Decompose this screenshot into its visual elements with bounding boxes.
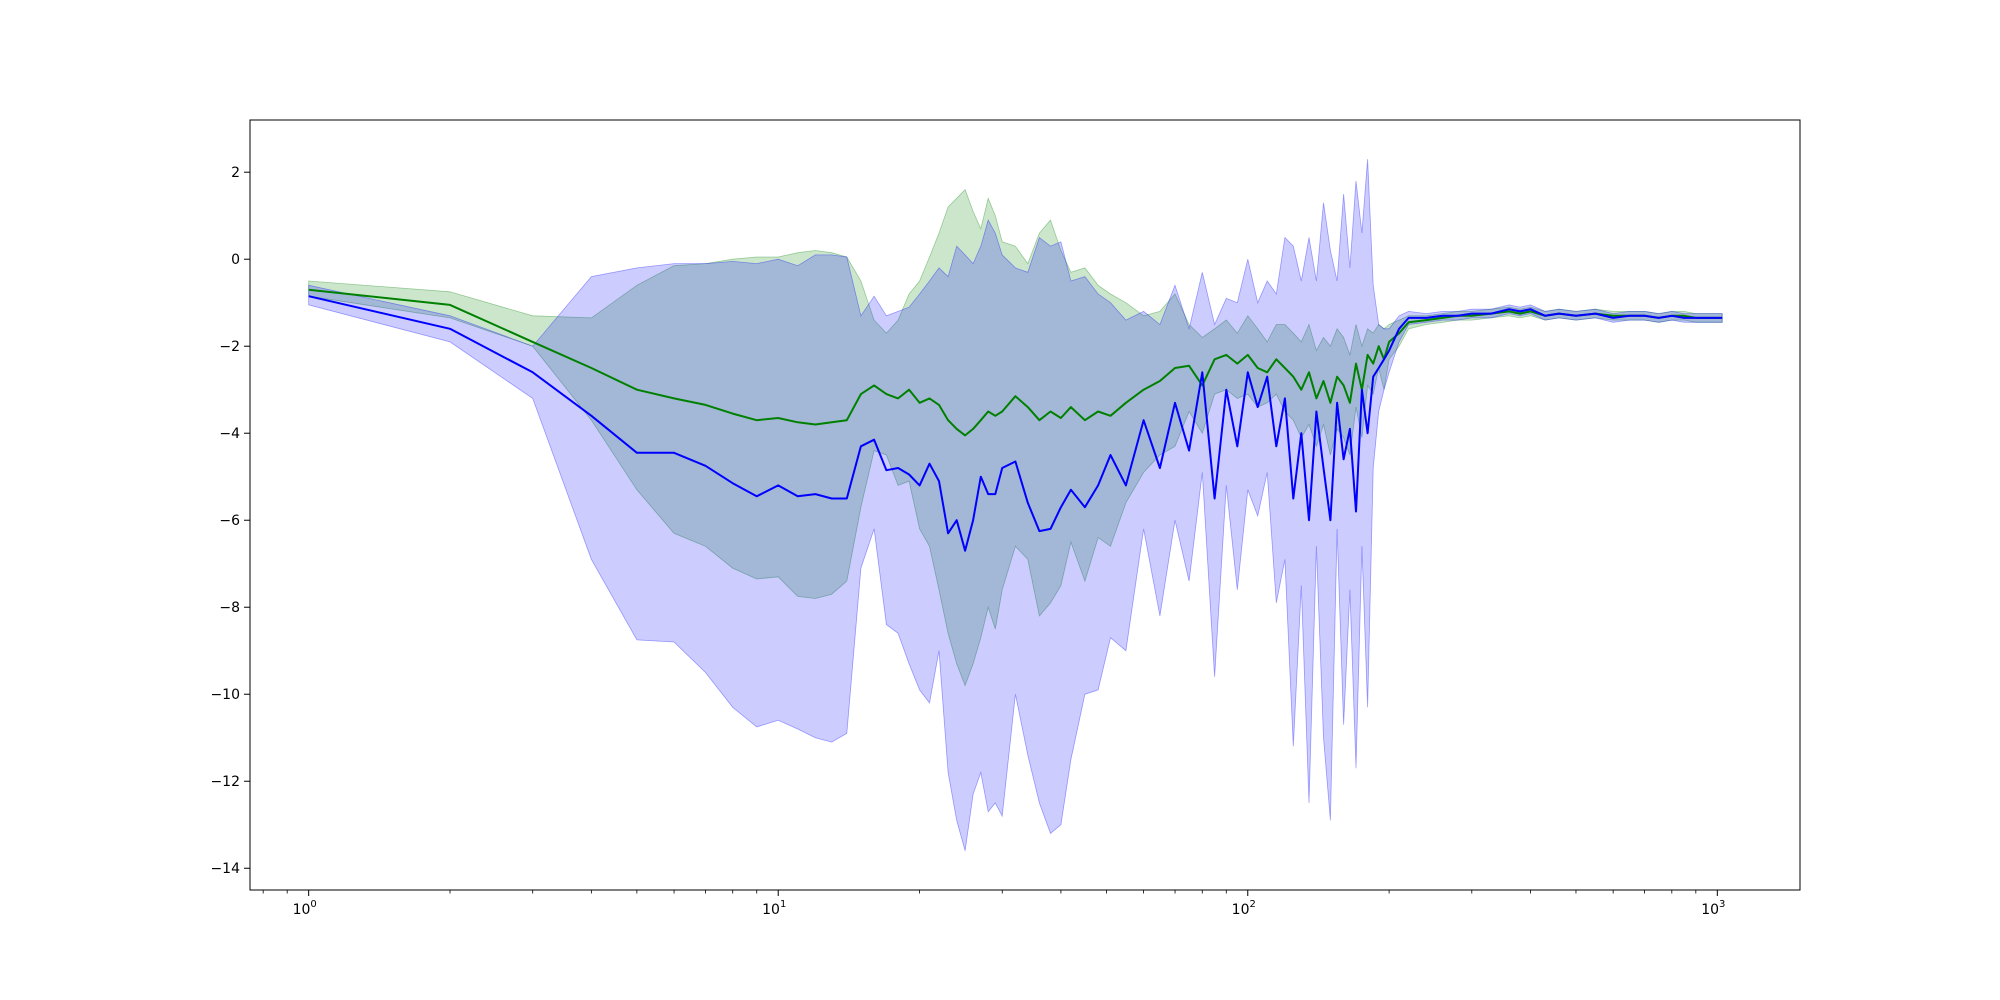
y-tick-label: −10 bbox=[210, 687, 240, 703]
y-tick-label: −2 bbox=[219, 339, 240, 355]
x-tick-label: 101 bbox=[762, 899, 786, 918]
confidence-bands bbox=[308, 159, 1723, 851]
x-axis: 100 101 102 103 bbox=[262, 890, 1725, 918]
series-1-band bbox=[308, 188, 1723, 687]
x-tick-label: 100 bbox=[293, 899, 317, 918]
series-2-line bbox=[308, 295, 1723, 552]
y-tick-label: 2 bbox=[231, 165, 240, 181]
series-2-band bbox=[308, 159, 1723, 851]
x-tick-label: 103 bbox=[1701, 899, 1725, 918]
x-tick-label: 102 bbox=[1232, 899, 1256, 918]
y-axis: 2 0 −2 −4 −6 −8 −10 −12 −14 bbox=[210, 165, 250, 877]
y-tick-label: −14 bbox=[210, 861, 240, 877]
series-lines bbox=[308, 288, 1723, 552]
y-tick-label: −6 bbox=[219, 513, 240, 529]
y-tick-label: −8 bbox=[219, 600, 240, 616]
y-tick-label: 0 bbox=[231, 252, 240, 268]
plot-frame bbox=[249, 119, 1801, 891]
y-tick-label: −12 bbox=[210, 774, 240, 790]
y-tick-label: −4 bbox=[219, 426, 240, 442]
series-1-line bbox=[308, 288, 1723, 437]
